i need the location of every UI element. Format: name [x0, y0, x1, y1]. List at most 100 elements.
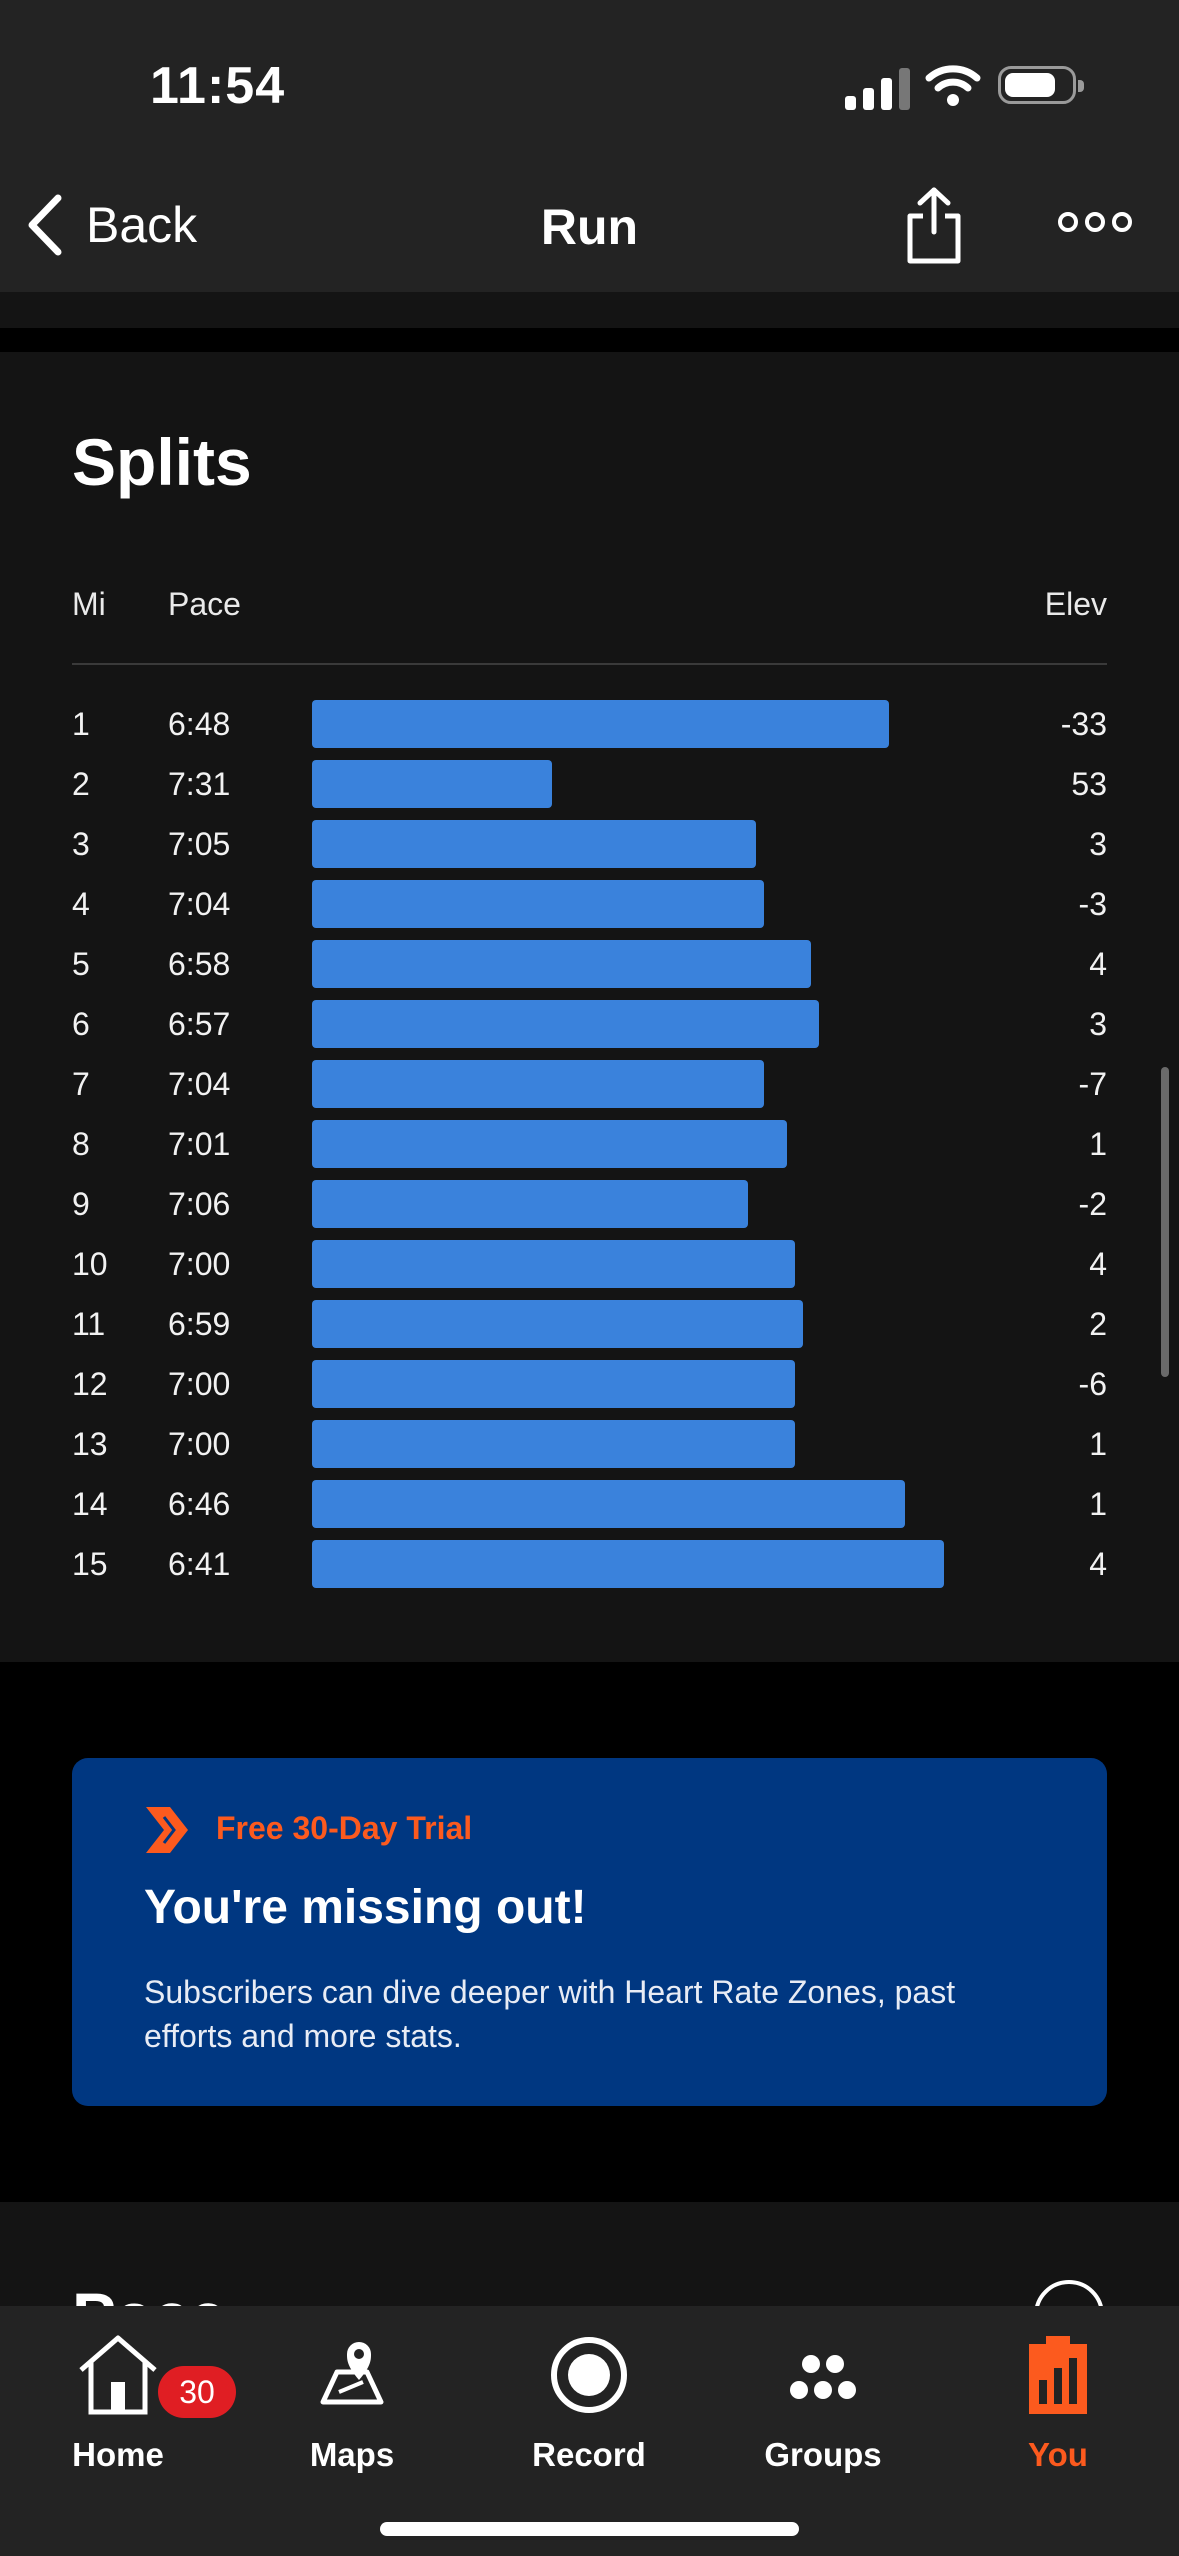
tab-home[interactable]: 30 Home: [18, 2330, 236, 2500]
split-row: 10 7:00 4: [0, 1234, 1179, 1294]
split-pace-bar: [312, 1540, 944, 1588]
splits-title: Splits: [72, 425, 252, 499]
promo-title: You're missing out!: [144, 1881, 587, 1934]
split-pace-bar: [312, 880, 764, 928]
split-pace: 7:31: [168, 766, 231, 802]
split-elevation: 4: [1089, 1546, 1107, 1582]
split-row: 12 7:00 -6: [0, 1354, 1179, 1414]
split-mile: 3: [72, 826, 90, 862]
split-row: 6 6:57 3: [0, 994, 1179, 1054]
split-pace: 6:48: [168, 706, 231, 742]
split-mile: 5: [72, 946, 90, 982]
split-pace: 7:00: [168, 1246, 231, 1282]
pace-card: Pace: [0, 2202, 1179, 2322]
split-elevation: 1: [1089, 1126, 1107, 1162]
split-row: 14 6:46 1: [0, 1474, 1179, 1534]
split-row: 3 7:05 3: [0, 814, 1179, 874]
split-row: 15 6:41 4: [0, 1534, 1179, 1594]
split-pace-bar: [312, 1300, 803, 1348]
split-mile: 14: [72, 1486, 108, 1522]
split-elevation: 53: [1071, 766, 1107, 802]
split-elevation: -7: [1078, 1066, 1107, 1102]
split-pace: 7:05: [168, 826, 231, 862]
split-pace-bar: [312, 1120, 787, 1168]
split-mile: 7: [72, 1066, 90, 1102]
split-pace-bar: [312, 1480, 905, 1528]
split-elevation: -6: [1078, 1366, 1107, 1402]
splits-card: Splits Mi Pace Elev 1 6:48 -33 2 7:31 53 3 7:05…: [0, 352, 1179, 1662]
battery-icon: [998, 66, 1084, 104]
split-pace: 7:04: [168, 1066, 231, 1102]
more-options-icon[interactable]: [1056, 202, 1134, 242]
split-mile: 10: [72, 1246, 108, 1282]
scroll-indicator: [1161, 1067, 1169, 1377]
split-mile: 4: [72, 886, 90, 922]
wifi-icon: [925, 65, 981, 106]
tab-maps[interactable]: Maps: [252, 2330, 452, 2500]
strava-chevron-icon: [146, 1807, 188, 1853]
split-elevation: -33: [1060, 706, 1107, 742]
split-pace: 6:58: [168, 946, 231, 982]
previous-section-edge: [0, 292, 1179, 328]
share-icon[interactable]: [905, 186, 963, 266]
tab-maps-label: Maps: [309, 2436, 395, 2473]
split-pace-bar: [312, 1240, 795, 1288]
split-mile: 11: [72, 1306, 106, 1342]
tab-bar: 30 Home Maps Record Groups: [0, 2306, 1179, 2556]
tab-you-label: You: [1028, 2436, 1088, 2473]
promo-description: Subscribers can dive deeper with Heart R…: [144, 1974, 956, 2054]
record-icon: [551, 2337, 627, 2413]
home-icon: [79, 2335, 157, 2415]
navigation-bar: Back Run: [0, 160, 1179, 292]
cellular-signal-icon: [845, 66, 911, 110]
status-bar: 11:54: [0, 0, 1179, 160]
split-pace: 7:04: [168, 886, 231, 922]
column-header-elev: Elev: [1044, 586, 1107, 622]
tab-groups[interactable]: Groups: [723, 2330, 923, 2500]
split-row: 5 6:58 4: [0, 934, 1179, 994]
back-button[interactable]: Back: [22, 190, 197, 260]
notification-badge: 30: [158, 2366, 236, 2418]
page-title: Run: [540, 199, 639, 255]
split-row: 13 7:00 1: [0, 1414, 1179, 1474]
back-label: Back: [86, 197, 198, 253]
split-row: 2 7:31 53: [0, 754, 1179, 814]
split-pace: 7:01: [168, 1126, 231, 1162]
split-pace: 6:57: [168, 1006, 231, 1042]
split-row: 4 7:04 -3: [0, 874, 1179, 934]
split-pace-bar: [312, 1060, 764, 1108]
tab-groups-label: Groups: [764, 2436, 882, 2473]
split-pace: 7:06: [168, 1186, 231, 1222]
column-header-pace: Pace: [168, 586, 241, 622]
split-elevation: 4: [1089, 946, 1107, 982]
split-mile: 6: [72, 1006, 90, 1042]
tab-record-label: Record: [532, 2436, 646, 2473]
chevron-left-icon: [28, 194, 62, 256]
promo-trial-label: Free 30-Day Trial: [216, 1810, 473, 1846]
split-mile: 2: [72, 766, 90, 802]
split-elevation: 3: [1089, 826, 1107, 862]
column-header-mi: Mi: [72, 586, 106, 622]
you-icon: [1029, 2336, 1087, 2414]
status-time: 11:54: [150, 57, 286, 115]
split-row: 11 6:59 2: [0, 1294, 1179, 1354]
split-pace: 6:59: [168, 1306, 231, 1342]
tab-record[interactable]: Record: [489, 2330, 689, 2500]
split-row: 7 7:04 -7: [0, 1054, 1179, 1114]
tab-you[interactable]: You: [958, 2330, 1158, 2500]
split-pace-bar: [312, 820, 756, 868]
subscription-promo-card[interactable]: Free 30-Day Trial You're missing out! Su…: [72, 1758, 1107, 2106]
groups-icon: [790, 2355, 856, 2399]
split-mile: 9: [72, 1186, 90, 1222]
split-row: 8 7:01 1: [0, 1114, 1179, 1174]
split-mile: 1: [72, 706, 90, 742]
split-elevation: 1: [1089, 1486, 1107, 1522]
split-pace-bar: [312, 1180, 748, 1228]
split-mile: 13: [72, 1426, 108, 1462]
split-pace-bar: [312, 760, 552, 808]
tab-home-label: Home: [72, 2436, 164, 2473]
split-elevation: 3: [1089, 1006, 1107, 1042]
split-elevation: 1: [1089, 1426, 1107, 1462]
split-pace: 6:41: [168, 1546, 231, 1582]
split-pace: 7:00: [168, 1366, 231, 1402]
